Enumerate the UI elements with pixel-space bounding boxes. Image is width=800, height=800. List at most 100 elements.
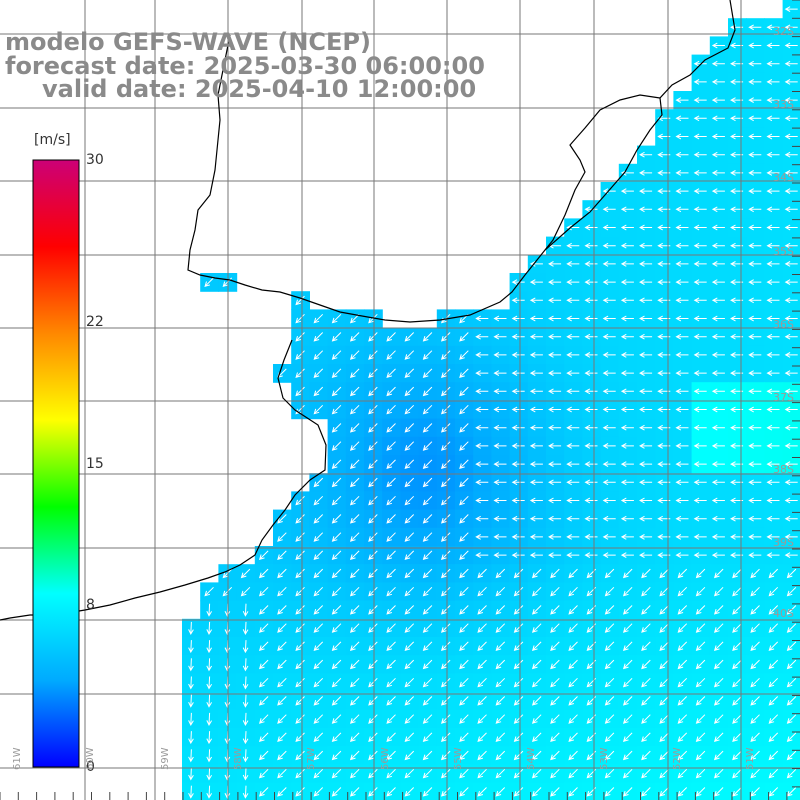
wind-arrow — [242, 603, 249, 617]
wind-arrow — [641, 623, 651, 633]
wind-arrow — [550, 605, 560, 615]
wind-arrow — [748, 279, 762, 285]
wind-arrow — [784, 497, 798, 504]
wind-arrow — [368, 386, 378, 397]
wind-arrow — [566, 515, 580, 522]
wind-arrow — [548, 388, 562, 395]
wind-arrow — [622, 677, 633, 688]
wind-arrow — [513, 714, 524, 724]
wind-arrow — [622, 623, 633, 633]
wind-arrow — [784, 333, 798, 340]
wind-arrow — [675, 406, 689, 413]
wind-arrow — [639, 315, 653, 322]
wind-arrow — [368, 659, 378, 670]
wind-arrow — [750, 696, 760, 706]
wind-arrow — [242, 658, 249, 672]
wind-arrow — [550, 659, 560, 670]
wind-arrow — [349, 623, 360, 633]
wind-arrow — [295, 750, 305, 761]
wind-arrow — [786, 605, 797, 615]
wind-arrow — [602, 443, 616, 449]
wind-arrow — [693, 479, 707, 486]
wind-arrow — [784, 60, 798, 67]
wind-arrow — [493, 443, 507, 449]
wind-arrow — [584, 461, 598, 467]
wind-arrow — [786, 750, 797, 761]
wind-arrow — [422, 732, 433, 743]
wind-arrow — [331, 423, 342, 433]
wind-arrow — [766, 60, 780, 67]
wind-arrow — [732, 750, 742, 761]
wind-arrow — [677, 623, 688, 633]
wind-arrow — [784, 552, 798, 558]
wind-arrow — [732, 623, 742, 633]
wind-arrow — [313, 677, 324, 688]
wind-arrow — [493, 534, 507, 540]
wind-arrow — [477, 586, 487, 597]
wind-arrow — [693, 461, 707, 467]
wind-arrow — [566, 443, 580, 449]
wind-arrow — [748, 315, 762, 322]
wind-arrow — [584, 370, 598, 376]
wind-arrow — [641, 750, 651, 761]
wind-arrow — [349, 514, 360, 524]
wind-arrow — [604, 696, 615, 706]
wind-arrow — [331, 459, 342, 470]
wind-arrow — [513, 696, 524, 706]
wind-arrow — [204, 277, 214, 288]
latitude-label: 32S — [773, 25, 794, 38]
wind-arrow — [711, 79, 725, 85]
wind-arrow — [768, 605, 779, 615]
wind-arrow — [386, 477, 396, 488]
wind-arrow — [277, 641, 287, 652]
wind-arrow — [349, 332, 360, 342]
wind-arrow — [349, 768, 360, 779]
wind-arrow — [604, 677, 615, 688]
wind-arrow — [711, 333, 725, 340]
wind-arrow — [331, 568, 342, 579]
wind-arrow — [313, 714, 324, 724]
wind-arrow — [566, 424, 580, 431]
wind-arrow — [620, 261, 634, 267]
wind-arrow — [748, 24, 762, 31]
wind-arrow — [675, 97, 689, 103]
wind-arrow — [622, 568, 633, 579]
wind-arrow — [766, 370, 780, 376]
wind-arrow — [313, 404, 324, 415]
wind-arrow — [748, 115, 762, 122]
wind-arrow — [641, 732, 651, 743]
wind-arrow — [766, 388, 780, 395]
wind-arrow — [768, 768, 779, 779]
wind-arrow — [477, 696, 487, 706]
wind-arrow — [331, 332, 342, 342]
wind-arrow — [493, 552, 507, 558]
wind-arrow — [784, 479, 798, 486]
wind-arrow — [566, 315, 580, 322]
wind-arrow — [568, 605, 578, 615]
wind-arrow — [766, 333, 780, 340]
wind-arrow — [313, 623, 324, 633]
wind-arrow — [475, 424, 489, 431]
wind-arrow — [368, 495, 378, 506]
wind-arrow — [568, 750, 578, 761]
wind-arrow — [675, 115, 689, 122]
wind-arrow — [766, 24, 780, 31]
wind-arrow — [639, 333, 653, 340]
wind-arrow — [493, 388, 507, 395]
wind-arrow — [313, 368, 324, 379]
wind-arrow — [677, 677, 688, 688]
wind-arrow — [784, 242, 798, 249]
wind-arrow — [531, 787, 542, 797]
wind-arrow — [584, 534, 598, 540]
wind-arrow — [784, 188, 798, 194]
wind-arrow — [695, 696, 706, 706]
wind-arrow — [368, 750, 378, 761]
wind-arrow — [711, 388, 725, 395]
wind-arrow — [748, 170, 762, 176]
wind-arrow — [422, 586, 433, 597]
wind-arrow — [422, 350, 433, 360]
wind-arrow — [331, 732, 342, 743]
wind-arrow — [277, 732, 287, 743]
wind-arrow — [459, 768, 469, 779]
wind-arrow — [784, 115, 798, 122]
